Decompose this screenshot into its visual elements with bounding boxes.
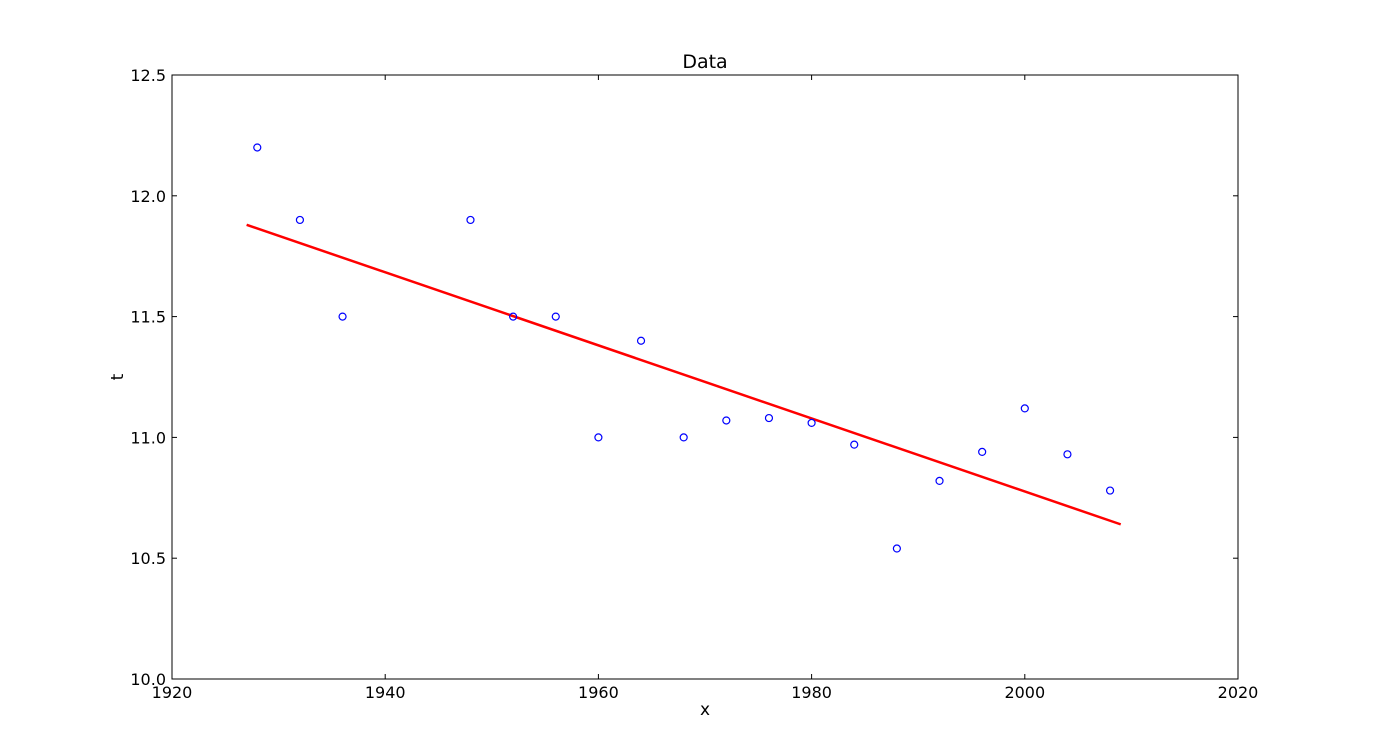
- x-axis-label: x: [700, 700, 710, 720]
- x-tick-label: 1940: [365, 683, 406, 702]
- y-tick-label: 11.0: [130, 428, 166, 447]
- x-tick-label: 1980: [791, 683, 832, 702]
- data-point: [722, 416, 731, 425]
- y-tick-label: 12.5: [130, 66, 166, 85]
- data-point: [892, 544, 901, 553]
- x-tick-label: 2000: [1004, 683, 1045, 702]
- data-point: [850, 440, 859, 449]
- data-point: [1105, 486, 1115, 495]
- data-point: [978, 447, 987, 456]
- x-tick-label: 1920: [152, 683, 193, 702]
- data-point: [594, 433, 603, 442]
- data-point: [1020, 404, 1029, 413]
- data-point: [636, 336, 646, 345]
- data-point: [466, 215, 475, 225]
- y-tick-label: 12.0: [130, 187, 166, 206]
- data-point: [338, 312, 347, 321]
- x-tick-label: 1960: [578, 683, 619, 702]
- data-point: [764, 413, 774, 423]
- data-point: [1063, 450, 1072, 459]
- axes-frame: [171, 74, 1239, 680]
- axis-tick-labels: 1920 1940 1960 1980 2000 2020 10.0 10.5 11.0 11.5…: [130, 66, 1258, 702]
- chart-title: Data: [682, 51, 727, 73]
- data-point: [551, 312, 560, 321]
- data-point: [679, 433, 688, 442]
- y-tick-label: 11.5: [130, 308, 166, 327]
- fit-line: [246, 223, 1122, 526]
- plot-area: [246, 143, 1122, 553]
- y-tick-label: 10.5: [130, 549, 166, 568]
- data-point: [253, 143, 262, 152]
- y-tick-label: 10.0: [130, 670, 166, 689]
- data-point: [807, 418, 816, 428]
- data-point: [509, 312, 518, 321]
- data-point: [935, 476, 944, 485]
- x-tick-label: 2020: [1218, 683, 1259, 702]
- y-axis-label: t: [108, 373, 128, 380]
- data-point: [295, 215, 305, 225]
